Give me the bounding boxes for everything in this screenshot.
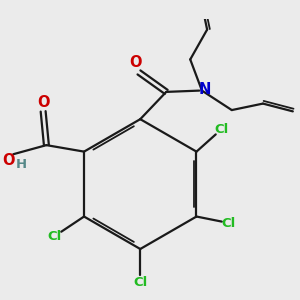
Text: Cl: Cl [133, 276, 147, 289]
Text: Cl: Cl [48, 230, 62, 242]
Text: O: O [37, 95, 50, 110]
Text: N: N [198, 82, 211, 98]
Text: O: O [129, 55, 141, 70]
Text: O: O [2, 153, 15, 168]
Text: H: H [16, 158, 27, 171]
Text: Cl: Cl [222, 217, 236, 230]
Text: Cl: Cl [214, 123, 228, 136]
